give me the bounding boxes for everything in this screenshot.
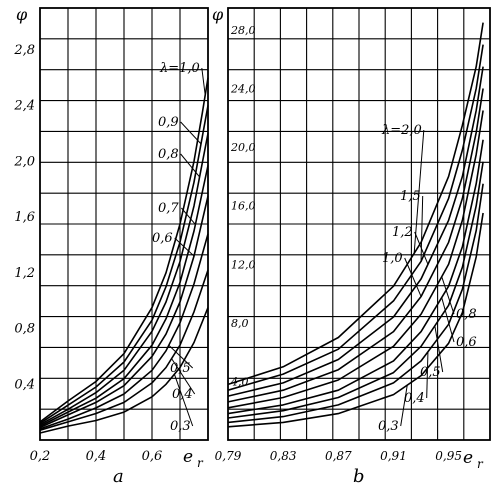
b-series-label: 0,5 — [420, 365, 441, 380]
panel-b-grid — [227, 7, 491, 441]
a-leader-line — [180, 153, 200, 178]
a-series-label: 0,4 — [172, 387, 193, 402]
b-x-tick-label: 0,95 — [435, 449, 462, 463]
b-series-line — [227, 183, 484, 424]
b-y-tick-label: 20,0 — [230, 141, 256, 154]
a-series-line — [39, 105, 209, 424]
a-series-line — [39, 165, 209, 427]
panel-a-series-labels: λ=1,00,90,80,70,60,50,40,3 — [152, 61, 206, 434]
b-series-label: 0,3 — [378, 419, 399, 434]
b-leader-line — [426, 351, 429, 399]
b-series-line — [227, 110, 484, 409]
b-leader-line — [434, 325, 444, 373]
a-y-tick-label: 1,2 — [14, 266, 35, 281]
panel-a-tick-labels: 0,2 0,4 0,6 0,4 0,8 1,2 1,6 2,0 2,4 2,8 — [13, 43, 162, 464]
b-series-label: 1,5 — [400, 189, 421, 204]
b-leader-line — [441, 276, 455, 315]
a-leader-line — [201, 67, 206, 96]
panel-a-x-axis-subscript: r — [197, 456, 204, 470]
b-leader-line — [400, 385, 408, 427]
panel-b-x-axis-symbol: e — [463, 448, 473, 468]
a-series-label: 0,8 — [158, 147, 179, 162]
b-leader-line — [404, 257, 422, 297]
a-series-line — [39, 133, 209, 426]
a-y-tick-label: 0,8 — [14, 322, 35, 337]
a-y-tick-label: 2,0 — [13, 154, 35, 169]
chart-panel-a: 0,2 0,4 0,60,40,81,21,62,02,42,8 λ=1,00,90… — [13, 5, 209, 487]
b-series-line — [227, 212, 484, 428]
a-leader-line — [174, 237, 195, 257]
a-y-tick-label: 1,6 — [14, 210, 35, 225]
b-leader-line — [413, 129, 425, 254]
panel-b-y-axis-symbol: φ — [212, 5, 224, 24]
a-leader-line — [181, 207, 196, 225]
b-series-label: 1,2 — [392, 225, 413, 240]
b-series-line — [227, 139, 484, 415]
panel-a-y-axis-symbol: φ — [16, 5, 28, 24]
panel-b-x-axis-subscript: r — [477, 457, 484, 471]
a-y-tick-label: 0,4 — [14, 377, 35, 392]
panel-b-label: b — [353, 466, 365, 487]
a-series-label: λ=1,0 — [159, 61, 200, 76]
a-x-tick-label: 0,6 — [142, 449, 163, 464]
panel-b-series-labels: λ=2,0 1,5 1,2 1,0 0,8 0,6 0,5 0,4 0,3 — [378, 123, 477, 434]
a-y-tick-label: 2,8 — [13, 43, 35, 58]
panel-b-tick-labels: 0,79 0,83 0,87 0,91 0,95 4,0 8,0 12,0 16,0 20,0 24… — [215, 24, 462, 463]
b-x-tick-label: 0,87 — [325, 449, 352, 463]
b-y-tick-label: 24,0 — [230, 83, 256, 96]
b-x-tick-label: 0,91 — [380, 449, 407, 463]
a-series-line — [39, 269, 209, 431]
a-series-label: 0,6 — [152, 231, 173, 246]
b-y-tick-label: 28,0 — [230, 24, 256, 37]
a-series-line — [39, 195, 209, 429]
a-y-tick-label: 2,4 — [13, 99, 35, 114]
b-series-line — [227, 88, 484, 403]
a-x-tick-label: 0,4 — [86, 449, 107, 464]
a-leader-line — [168, 344, 194, 369]
b-y-tick-label: 8,0 — [231, 317, 249, 330]
a-series-label: 0,9 — [158, 115, 179, 130]
b-y-tick-label: 16,0 — [231, 200, 256, 213]
a-leader-line — [171, 358, 196, 395]
a-leader-line — [180, 121, 202, 145]
b-series-label: 0,8 — [456, 307, 477, 322]
b-series-label: 0,4 — [404, 391, 425, 406]
b-series-line — [227, 161, 484, 419]
chart-panel-b: 0,79 0,83 0,87 0,91 0,95 4,0 8,0 12,0 16,0 20,0 24… — [212, 5, 491, 487]
b-leader-line — [420, 195, 424, 262]
a-series-line — [39, 77, 209, 423]
panel-a-curves — [39, 77, 209, 434]
b-series-label: 0,6 — [456, 335, 477, 350]
b-series-label: 1,0 — [382, 251, 403, 266]
panel-a-x-axis-symbol: e — [183, 447, 193, 467]
b-x-tick-label: 0,83 — [270, 449, 297, 463]
b-leader-line — [441, 297, 455, 343]
b-y-tick-label: 12,0 — [231, 258, 256, 271]
a-series-label: 0,7 — [158, 201, 179, 216]
a-x-tick-label: 0,2 — [30, 449, 51, 464]
a-series-line — [39, 307, 209, 434]
a-leader-line — [173, 374, 194, 427]
b-series-label: λ=2,0 — [381, 123, 422, 138]
b-series-line — [227, 66, 484, 397]
panel-a-label: a — [113, 466, 124, 487]
b-y-tick-label: 4,0 — [230, 375, 249, 388]
b-x-tick-label: 0,79 — [215, 449, 242, 463]
b-leader-line — [414, 231, 429, 265]
a-series-label: 0,3 — [170, 419, 191, 434]
a-series-line — [39, 233, 209, 430]
panel-a-grid — [39, 7, 209, 441]
